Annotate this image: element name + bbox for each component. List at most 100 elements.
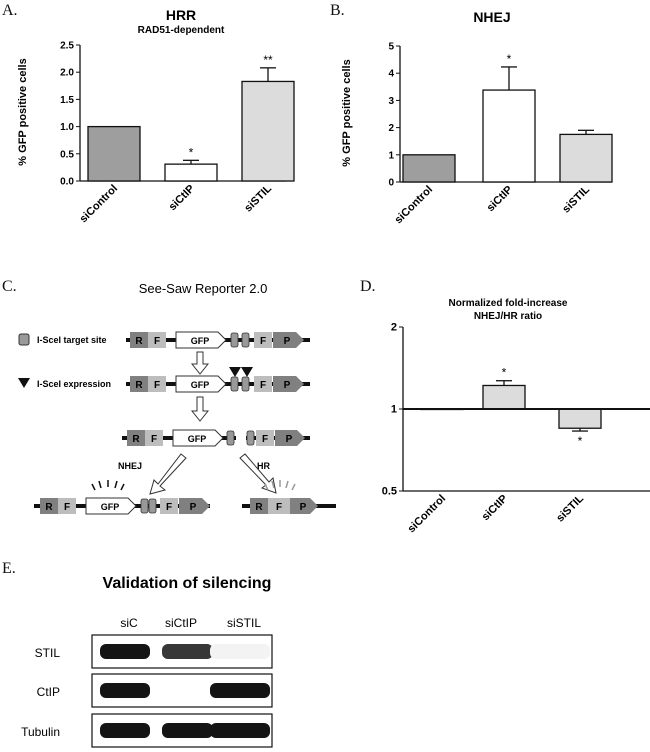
label-nhej: NHEJ [118,461,142,471]
segment-f [160,498,178,514]
legend-target-site: I-SceI target site [37,335,107,345]
blot-row-label: Tubulin [21,725,60,739]
segment-r-label: R [135,336,143,347]
chart-a-category-label: siCtIP [167,183,198,214]
target-site-icon [241,376,250,392]
chart-a-significance: * [189,145,194,159]
segment-gfp [175,375,227,393]
segment-gfp [175,331,227,349]
segment-gfp-label: GFP [101,502,120,512]
chart-a-y-tick-label: 0.0 [60,177,74,188]
chart-a-subtitle: RAD51-dependent [138,25,225,36]
chart-b-y-tick-label: 2 [388,123,394,134]
segment-f-label: F [154,380,160,391]
segment-r-label: R [132,434,140,445]
chart-b-y-tick-label: 3 [388,96,394,107]
target-site-icon [246,430,255,446]
segment-f [145,430,163,446]
segment-r [130,332,148,348]
chart-b-category-label: siSTIL [560,183,592,215]
segment-f-label: F [151,434,157,445]
segment-p-label: P [286,434,293,445]
chart-b-nhej: NHEJ % GFP positive cells 0 1 2 3 4 5 siContro… [341,9,613,226]
legend-expression: I-SceI expression [37,379,111,389]
chart-d-category-label: siCtIP [480,493,511,524]
blot-band [100,683,150,698]
segment-f [148,376,166,392]
chart-b-y-tick-label: 4 [388,69,394,80]
segment-f [148,332,166,348]
chart-d-title: Normalized fold-increase [449,298,568,309]
chart-a-bar-sistil [241,80,295,182]
segment-r [130,376,148,392]
chart-b-significance: * [507,52,512,66]
blot-band [162,644,213,659]
target-site-icon [230,332,239,348]
blot-band [210,683,270,698]
segment-r-label: R [135,380,143,391]
blot-band [100,644,150,659]
arrow-down-icon [190,351,210,375]
fluorescence-rays-icon [91,480,125,491]
segment-f-label: F [262,434,268,445]
blot-lane-label: siCtIP [165,616,197,630]
target-site-icon [226,430,235,446]
chart-d-bar-sistil [558,408,602,429]
chart-a-ylabel: % GFP positive cells [17,58,29,165]
segment-r-label: R [255,502,263,513]
chart-a-title: HRR [166,7,196,23]
diagram-title: See-Saw Reporter 2.0 [139,281,268,296]
blot-lane-label: siSTIL [227,616,261,630]
panel-letter-e: E. [2,560,16,577]
chart-d-category-label: siControl [405,493,448,536]
segment-gfp [85,497,137,515]
chart-d-y-tick-label: 2 [391,322,397,334]
chart-d-significance: * [578,434,583,448]
segment-f [268,498,290,514]
segment-f-label: F [166,502,172,513]
panel-letter-c: C. [2,278,17,295]
segment-f [254,376,272,392]
segment-p-label: P [190,502,197,513]
chart-b-y-tick-label: 0 [388,178,394,189]
segment-f-label: F [154,336,160,347]
segment-p [275,430,305,446]
expression-legend-triangle [18,378,30,388]
chart-a-category-label: siSTIL [242,182,274,214]
target-site-icon [230,376,239,392]
segment-p [290,498,318,514]
blot-band [210,723,270,738]
construct-row-2: R F GFP F P [126,367,310,393]
chart-d-y-tick-label: 0.5 [382,486,397,498]
segment-f-label: F [276,502,282,513]
blot-band [100,723,150,738]
construct-hr-product: R F P [242,480,336,514]
panel-letter-b: B. [330,2,345,19]
blot-row-label: CtIP [37,685,60,699]
construct-row-3-cut: R F GFP F P [122,429,310,447]
segment-r-label: R [45,502,53,513]
panel-letter-a: A. [2,2,18,19]
segment-gfp-label: GFP [191,380,210,390]
chart-d-subtitle: NHEJ/HR ratio [474,311,542,322]
segment-gfp-label: GFP [188,434,207,444]
chart-a-y-tick-label: 2.0 [60,68,74,79]
fluorescence-rays-icon [264,480,296,491]
scei-expression-triangle [241,367,253,377]
target-site-icon [148,498,157,514]
chart-b-y-tick-label: 5 [388,42,394,53]
diagram-see-saw-reporter: See-Saw Reporter 2.0 I-SceI target site … [18,281,336,515]
blot-band [210,644,270,659]
chart-a-bar-sictip [164,163,218,182]
chart-d-category-label: siSTIL [554,492,586,524]
chart-b-bar-sictip [482,89,536,183]
chart-a-y-tick-label: 0.5 [60,149,74,160]
segment-r [250,498,268,514]
segment-gfp-label: GFP [191,336,210,346]
blot-row-label: STIL [35,646,61,660]
segment-f [256,430,274,446]
chart-b-title: NHEJ [473,9,510,25]
blot-band [162,723,213,738]
chart-a-y-tick-label: 2.5 [60,41,74,52]
